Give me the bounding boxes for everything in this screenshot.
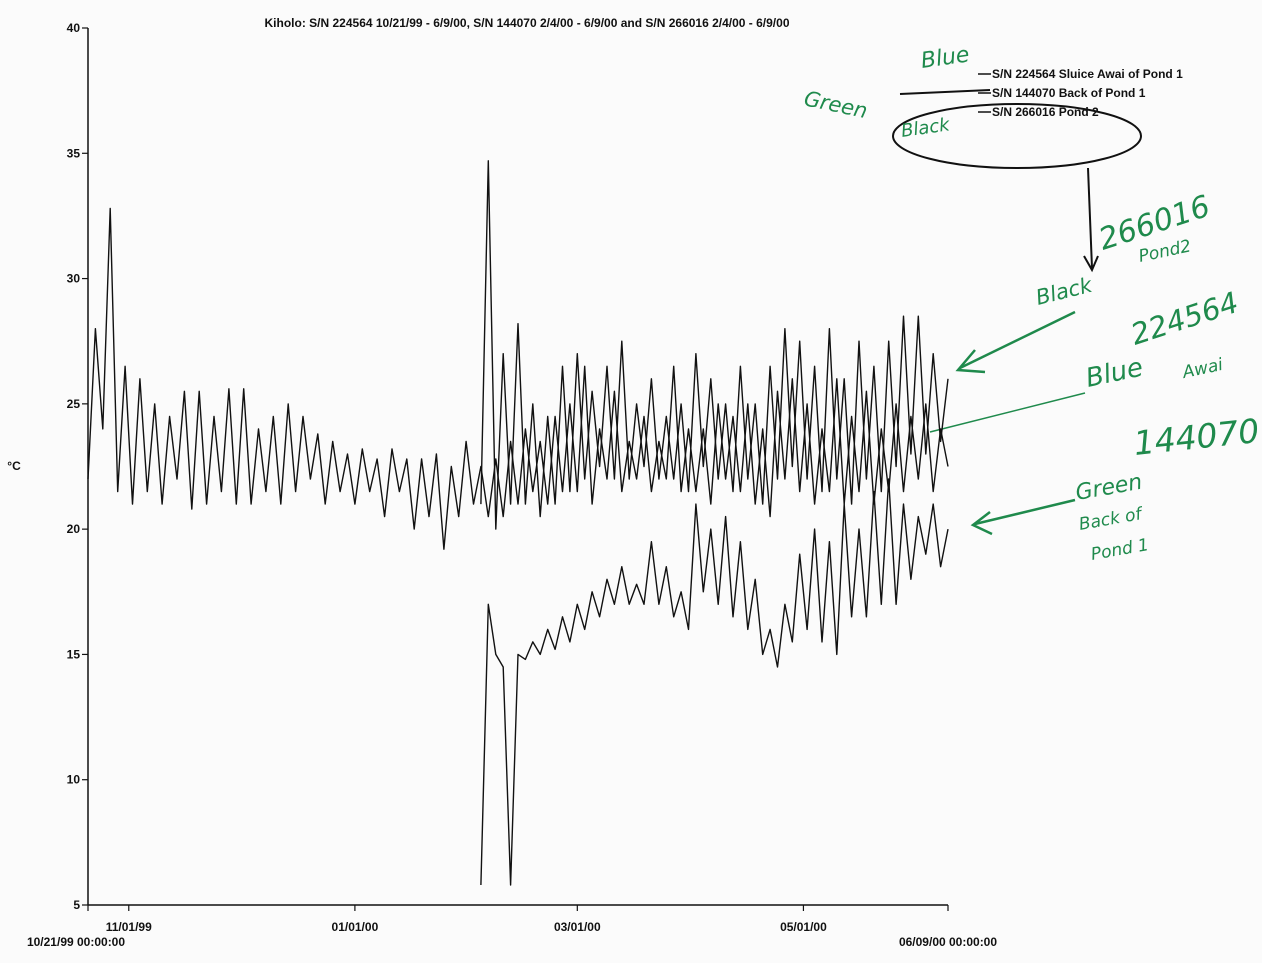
y-tick-label: 25 (67, 397, 81, 411)
handwritten-note: Green (802, 86, 870, 123)
y-tick-label: 15 (67, 647, 81, 661)
x-tick-label: 01/01/00 (332, 920, 379, 934)
legend-label: S/N 144070 Back of Pond 1 (992, 86, 1146, 100)
y-tick-label: 40 (67, 21, 81, 35)
y-tick-label: 20 (67, 522, 81, 536)
handwritten-note: Green (1074, 470, 1144, 506)
hand-arrow (955, 310, 1076, 374)
handwritten-note: Black (1033, 273, 1095, 310)
x-tick-label: 10/21/99 00:00:00 (27, 935, 125, 949)
handwritten-note: Back of (1077, 504, 1146, 535)
chart-title: Kiholo: S/N 224564 10/21/99 - 6/9/00, S/… (265, 16, 790, 30)
legend-label: S/N 266016 Pond 2 (992, 105, 1099, 119)
y-tick-label: 30 (67, 272, 81, 286)
handwritten-note: Blue (1083, 353, 1146, 394)
handwritten-note: Black (900, 114, 953, 142)
x-tick-label: 05/01/00 (780, 920, 827, 934)
data-line (87, 207, 949, 550)
y-tick-label: 5 (73, 898, 80, 912)
x-tick-label: 03/01/00 (554, 920, 601, 934)
hand-arrow (1083, 167, 1099, 273)
hand-circle (892, 103, 1142, 169)
x-tick-label: 06/09/00 00:00:00 (899, 935, 997, 949)
data-line (480, 160, 949, 530)
y-tick-label: 35 (67, 146, 81, 160)
handwritten-note: Pond 1 (1089, 535, 1150, 565)
y-tick-label: 10 (67, 773, 81, 787)
handwritten-note: 224564 (1127, 285, 1243, 352)
hand-arrow (970, 498, 1076, 536)
hand-arrow (929, 392, 1086, 433)
legend-label: S/N 224564 Sluice Awai of Pond 1 (992, 67, 1183, 81)
y-axis-label: °C (7, 459, 21, 473)
hand-line (899, 89, 991, 95)
data-line (480, 478, 949, 886)
handwritten-note: Blue (919, 42, 971, 74)
handwritten-note: Awai (1180, 355, 1225, 383)
handwritten-note: 144070 (1132, 411, 1261, 463)
x-tick-label: 11/01/99 (106, 920, 152, 934)
